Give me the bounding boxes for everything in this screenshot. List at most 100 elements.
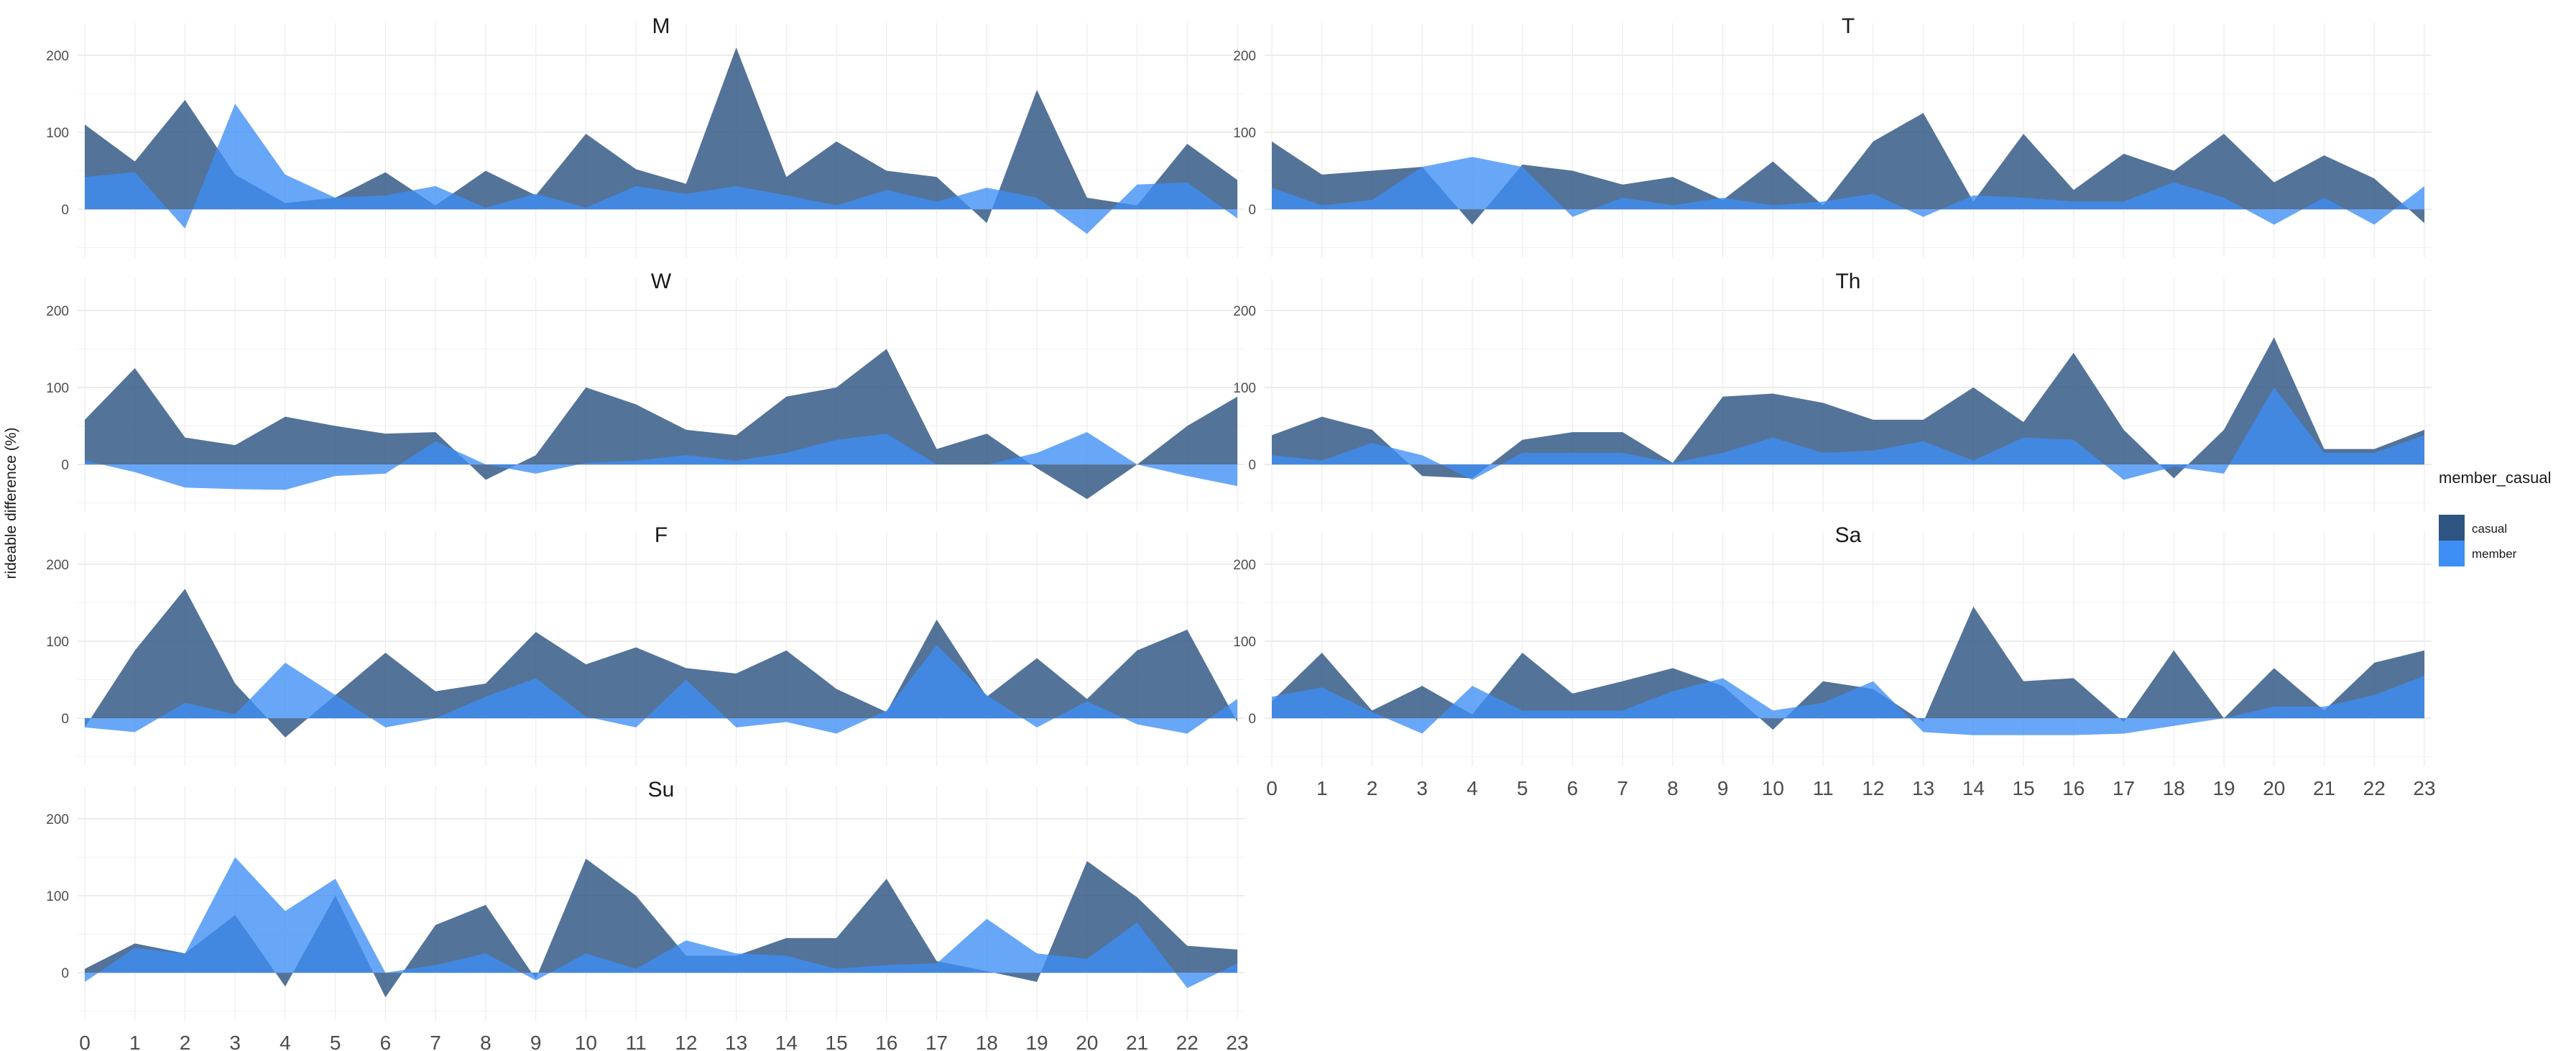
panel-title-M: M [652,14,670,38]
legend-label-member: member [2472,547,2517,561]
y-tick-label: 0 [61,203,69,218]
area-member-F [85,645,1237,734]
panel-title-Sa: Sa [1835,523,1862,547]
panel-title-Su: Su [648,778,675,802]
x-tick-label: 18 [976,1032,998,1051]
legend: member_casual casual member [2439,469,2552,566]
x-tick-label: 11 [1813,777,1834,799]
legend-swatch-casual [2439,515,2465,541]
y-tick-label: 0 [61,966,69,981]
area-member-W [85,432,1237,490]
area-member-Su [85,857,1237,988]
x-tick-label: 0 [79,1032,91,1051]
x-tick-label: 6 [380,1032,392,1051]
legend-label-casual: casual [2472,522,2507,536]
area-casual-W [85,349,1237,500]
panel-title-T: T [1842,14,1855,38]
panel-Th: Th 0 100 200 [1233,270,2432,513]
y-tick-label: 100 [1233,126,1256,141]
x-tick-label: 10 [1762,777,1784,799]
panel-M: M 0 100 200 [46,14,1245,257]
x-tick-label: 22 [1176,1032,1199,1051]
x-tick-label: 17 [925,1032,948,1051]
x-tick-label: 1 [129,1032,141,1051]
x-tick-label: 16 [875,1032,897,1051]
x-tick-label: 20 [1076,1032,1098,1051]
y-tick-label: 100 [46,889,69,904]
y-tick-label: 0 [61,458,69,473]
x-tick-label: 10 [575,1032,597,1051]
x-tick-label: 0 [1266,777,1278,799]
panel-W: W 0 100 200 [46,270,1245,513]
x-tick-label: 8 [1667,777,1679,799]
y-axis-label: rideable difference (%) [3,428,19,579]
x-tick-label: 6 [1567,777,1579,799]
x-tick-label: 19 [1025,1032,1048,1051]
x-tick-label: 15 [826,1032,848,1051]
x-tick-label: 23 [1226,1032,1248,1051]
y-tick-label: 0 [61,712,69,727]
x-tick-label: 7 [1617,777,1628,799]
area-member-Th [1272,387,2424,480]
panel-title-Th: Th [1835,270,1860,293]
y-tick-label: 200 [1233,304,1256,319]
x-tick-label: 11 [626,1032,647,1051]
x-tick-label: 15 [2013,777,2035,799]
x-tick-label: 18 [2163,777,2185,799]
x-tick-label: 2 [180,1032,191,1051]
area-casual-T [1272,113,2424,225]
panels-layer: M0100200T0100200W0100200Th0100200F010020… [46,14,2435,1051]
x-tick-label: 3 [229,1032,241,1051]
legend-title: member_casual [2439,469,2552,487]
x-tick-label: 23 [2413,777,2435,799]
legend-swatch-member [2439,541,2465,566]
area-member-Sa [1272,676,2424,735]
y-tick-label: 100 [46,126,69,141]
area-casual-M [85,47,1237,224]
y-tick-label: 0 [1248,458,1256,473]
x-tick-label: 5 [1517,777,1528,799]
x-tick-label: 12 [1862,777,1884,799]
y-tick-label: 100 [46,635,69,650]
y-tick-label: 100 [1233,381,1256,396]
y-tick-label: 200 [1233,49,1256,64]
area-member-M [85,104,1237,234]
y-tick-label: 100 [1233,635,1256,650]
x-tick-label: 4 [280,1032,291,1051]
y-tick-label: 0 [1248,712,1256,727]
x-tick-label: 2 [1367,777,1378,799]
area-casual-Sa [1272,606,2424,730]
y-tick-label: 200 [46,304,69,319]
x-tick-label: 13 [1912,777,1934,799]
x-tick-label: 9 [530,1032,542,1051]
y-tick-label: 200 [46,812,69,827]
x-tick-label: 20 [2263,777,2285,799]
x-tick-label: 9 [1717,777,1729,799]
x-tick-label: 4 [1467,777,1478,799]
y-tick-label: 200 [46,49,69,64]
panel-F: F 0 100 200 [46,523,1245,766]
y-tick-label: 200 [1233,558,1256,573]
x-tick-label: 3 [1416,777,1428,799]
x-tick-label: 21 [1126,1032,1148,1051]
x-tick-label: 21 [2313,777,2335,799]
x-tick-label: 1 [1316,777,1328,799]
x-tick-label: 13 [725,1032,747,1051]
x-tick-label: 14 [775,1032,798,1051]
x-tick-label: 5 [330,1032,341,1051]
x-tick-label: 17 [2113,777,2135,799]
area-casual-Th [1272,337,2424,479]
x-tick-label: 8 [480,1032,491,1051]
x-tick-label: 14 [1962,777,1985,799]
panel-T: T 0 100 200 [1233,14,2432,257]
x-tick-label: 16 [2062,777,2085,799]
x-tick-label: 12 [675,1032,697,1051]
x-tick-label: 22 [2363,777,2386,799]
area-casual-Su [85,858,1237,998]
x-tick-label: 7 [430,1032,441,1051]
panel-title-F: F [655,523,668,547]
y-tick-label: 200 [46,558,69,573]
